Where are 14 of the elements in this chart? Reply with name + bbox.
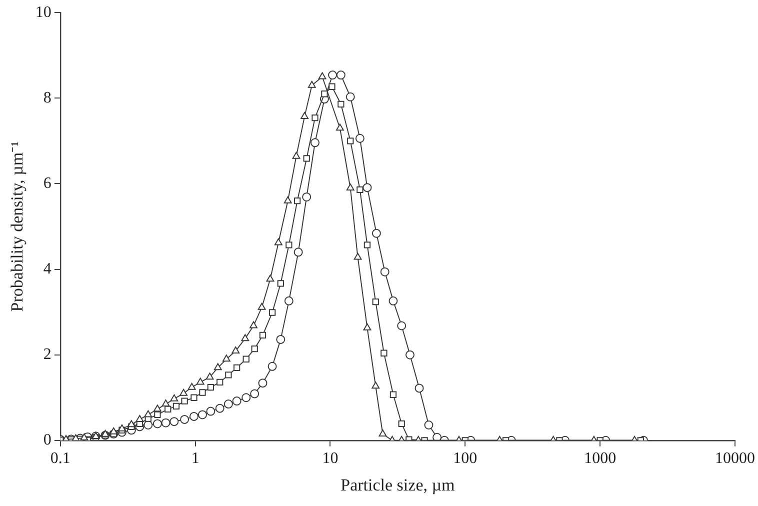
x-tick-label: 10	[322, 450, 338, 468]
x-axis-title: Particle size, µm	[340, 475, 455, 494]
x-tick-label: 10000	[715, 450, 755, 468]
y-axis-title: Probability density, µm⁻¹	[8, 141, 27, 312]
y-tick-label: 8	[43, 89, 52, 106]
y-tick-label: 6	[43, 174, 52, 192]
y-tick-label: 10	[35, 4, 52, 21]
y-tick-label: 0	[43, 432, 52, 449]
x-tick-label: 0.1	[50, 450, 70, 468]
y-tick-label: 2	[43, 346, 52, 364]
x-tick-label: 100	[453, 450, 478, 468]
y-tick-label: 4	[43, 260, 52, 278]
x-tick-label: 1000	[584, 450, 616, 468]
x-tick-label: 1	[191, 450, 200, 468]
